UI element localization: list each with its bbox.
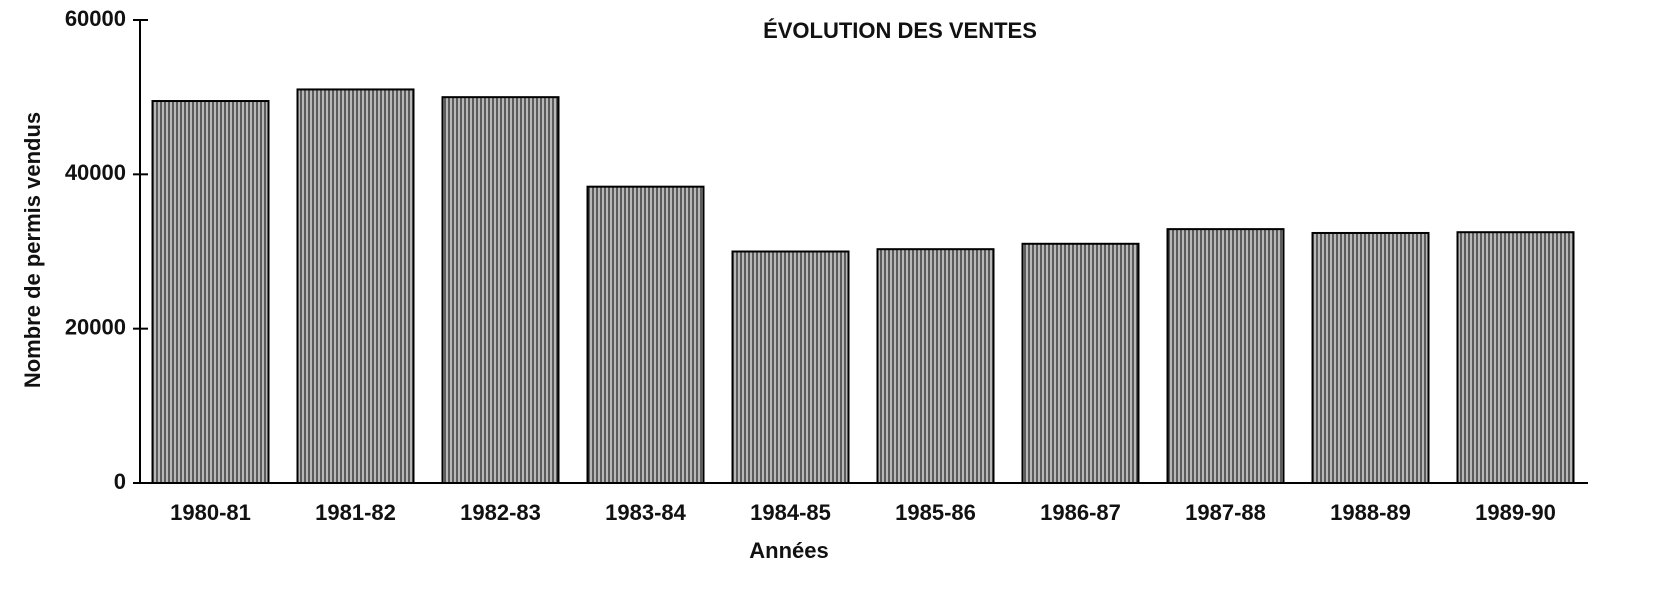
bar xyxy=(1166,228,1285,484)
x-tick-label: 1986-87 xyxy=(1040,500,1121,525)
x-tick-label: 1981-82 xyxy=(315,500,396,525)
x-tick-label: 1984-85 xyxy=(750,500,831,525)
y-tick-label: 60000 xyxy=(65,6,126,31)
bar xyxy=(731,250,850,484)
bar xyxy=(586,185,705,484)
x-tick-label: 1988-89 xyxy=(1330,500,1411,525)
bar xyxy=(1311,231,1430,484)
chart-title: ÉVOLUTION DES VENTES xyxy=(763,18,1037,43)
bar xyxy=(296,88,415,484)
x-tick-label: 1989-90 xyxy=(1475,500,1556,525)
x-tick-label: 1985-86 xyxy=(895,500,976,525)
x-axis-label: Années xyxy=(749,538,828,563)
bar xyxy=(441,96,560,485)
x-tick-label: 1983-84 xyxy=(605,500,687,525)
bar xyxy=(151,100,270,485)
bar xyxy=(1021,242,1140,484)
x-tick-label: 1980-81 xyxy=(170,500,251,525)
y-axis-label: Nombre de permis vendus xyxy=(20,112,45,388)
bar xyxy=(876,248,995,484)
x-tick-label: 1987-88 xyxy=(1185,500,1266,525)
bar xyxy=(1456,231,1575,484)
y-tick-label: 20000 xyxy=(65,314,126,339)
y-tick-label: 0 xyxy=(114,469,126,494)
y-tick-label: 40000 xyxy=(65,160,126,185)
x-tick-label: 1982-83 xyxy=(460,500,541,525)
